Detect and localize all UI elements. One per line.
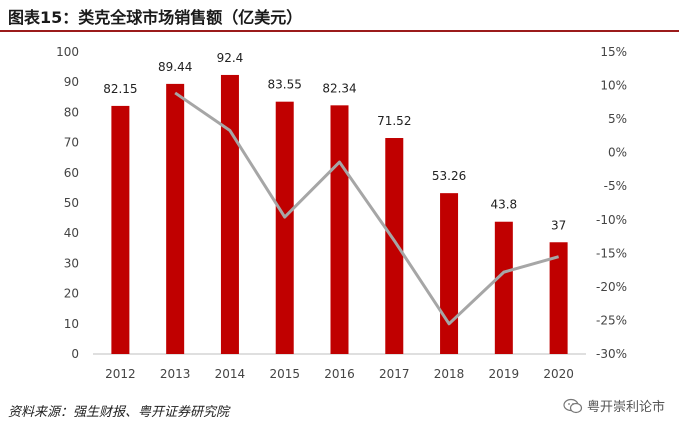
bar-2015	[275, 101, 294, 354]
data-label-2015: 83.55	[268, 78, 302, 92]
x-tick-2012: 2012	[105, 367, 136, 381]
y-tick-90: 90	[64, 75, 79, 89]
y2-tick--25%: -25%	[596, 313, 627, 327]
y2-tick-15%: 15%	[600, 45, 627, 59]
chart-title: 图表15：类克全球市场销售额（亿美元）	[8, 8, 303, 27]
watermark-text: 粤开崇利论市	[586, 400, 665, 415]
x-tick-2014: 2014	[215, 367, 246, 381]
y-tick-80: 80	[64, 105, 79, 119]
y-tick-0: 0	[71, 347, 79, 361]
data-label-2013: 89.44	[158, 60, 192, 74]
data-label-2020: 37	[551, 218, 566, 232]
y-tick-70: 70	[64, 136, 79, 150]
y-tick-60: 60	[64, 166, 79, 180]
x-tick-2018: 2018	[434, 367, 465, 381]
y-tick-20: 20	[64, 287, 79, 301]
x-tick-2017: 2017	[379, 367, 410, 381]
data-label-2012: 82.15	[103, 82, 137, 96]
y-tick-50: 50	[64, 196, 79, 210]
data-label-2019: 43.8	[490, 198, 517, 212]
bar-2019	[494, 221, 513, 354]
y-tick-10: 10	[64, 317, 79, 331]
y2-tick--15%: -15%	[596, 246, 627, 260]
bars	[111, 74, 568, 355]
bar-2013	[166, 83, 185, 354]
wechat-icon	[563, 398, 583, 413]
x-tick-2015: 2015	[269, 367, 300, 381]
data-label-2018: 53.26	[432, 169, 466, 183]
data-label-2016: 82.34	[322, 81, 356, 95]
bar-2014	[220, 74, 239, 355]
growth-line-layer	[174, 91, 560, 326]
y2-tick--30%: -30%	[596, 347, 627, 361]
y-ticks-right: 15% 10% 5% 0% -5% -10% -15% -20% -25% -30%	[596, 45, 627, 361]
data-label-2014: 92.4	[217, 51, 244, 65]
x-ticks: 2012 2013 2014 2015 2016 2017 2018 2019 2020	[105, 367, 574, 381]
y2-tick-10%: 10%	[600, 79, 627, 93]
bar-2020	[549, 242, 568, 354]
x-tick-2013: 2013	[160, 367, 191, 381]
data-labels: 82.15 89.44 92.4 83.55 82.34 71.52 53.26 43.8 37	[103, 51, 566, 232]
x-tick-2019: 2019	[489, 367, 520, 381]
y2-tick-0%: 0%	[608, 146, 627, 160]
watermark: 粤开崇利论市	[563, 396, 665, 415]
y2-tick--10%: -10%	[596, 213, 627, 227]
x-tick-2016: 2016	[324, 367, 355, 381]
title-rule	[0, 30, 679, 32]
y-tick-100: 100	[56, 45, 79, 59]
growth-line	[174, 91, 560, 326]
y2-tick--20%: -20%	[596, 280, 627, 294]
y-ticks-left: 0 10 20 30 40 50 60 70 80 90 100	[56, 45, 79, 361]
y2-tick-5%: 5%	[608, 112, 627, 126]
data-label-2017: 71.52	[377, 114, 411, 128]
bar-2012	[111, 105, 130, 354]
x-tick-2020: 2020	[543, 367, 574, 381]
y-tick-40: 40	[64, 226, 79, 240]
bar-2016	[330, 105, 349, 355]
y-tick-30: 30	[64, 256, 79, 270]
bar-2017	[385, 138, 404, 354]
y2-tick--5%: -5%	[604, 179, 627, 193]
source-note: 资料来源：强生财报、粤开证券研究院	[8, 405, 230, 420]
bar-2018	[440, 193, 459, 354]
